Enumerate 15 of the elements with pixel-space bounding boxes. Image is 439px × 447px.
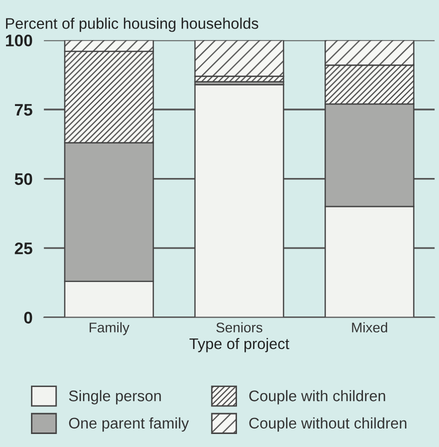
y-tick-label: 50	[14, 173, 32, 186]
y-tick-label: 0	[24, 312, 32, 324]
x-tick-label: Seniors	[216, 322, 262, 332]
legend-label: One parent family	[69, 417, 189, 432]
y-tick-label: 75	[14, 104, 32, 116]
legend-label: Couple with children	[249, 390, 386, 404]
legend-label: Couple without children	[249, 417, 406, 432]
x-tick-label: Mixed	[352, 322, 388, 332]
bar	[194, 84, 284, 318]
y-axis-title: Percent of public housing households	[6, 18, 258, 32]
x-tick-label: Family	[90, 322, 130, 336]
y-tick-label: 25	[14, 242, 32, 254]
legend-label: Single person	[69, 390, 161, 404]
x-axis-title: Type of project	[189, 338, 290, 352]
y-tick-label: 100	[6, 34, 32, 46]
